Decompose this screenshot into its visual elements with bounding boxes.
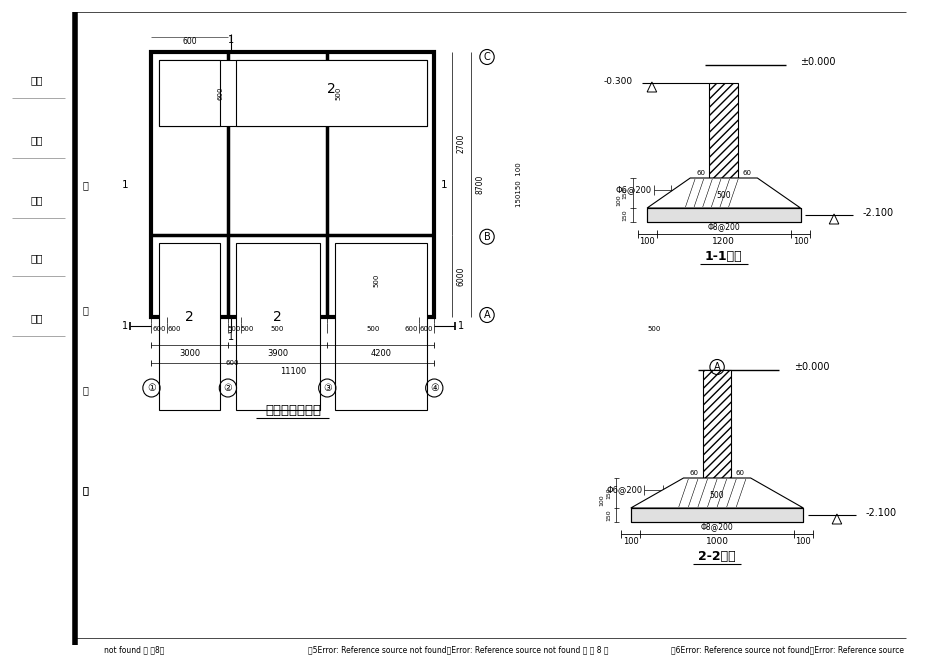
- Text: 1: 1: [458, 321, 465, 331]
- Bar: [631, 508, 804, 522]
- Text: 100: 100: [639, 238, 655, 247]
- Text: 600: 600: [420, 326, 433, 332]
- Polygon shape: [631, 478, 804, 508]
- Text: 6000: 6000: [457, 266, 466, 286]
- Text: 500: 500: [335, 86, 342, 100]
- Text: 第5Error: Reference source not found％Error: Reference source not found 页 共 8 页: 第5Error: Reference source not found％Erro…: [308, 645, 609, 655]
- Bar: [151, 52, 434, 317]
- Text: 学号: 学号: [30, 313, 43, 323]
- Text: 150: 150: [622, 187, 628, 199]
- Text: ±0.000: ±0.000: [801, 57, 836, 67]
- Text: 600: 600: [182, 38, 197, 47]
- Bar: [236, 60, 427, 126]
- Text: A: A: [713, 362, 720, 372]
- Text: 150150  100: 150150 100: [516, 162, 522, 207]
- Bar: [160, 243, 220, 409]
- Text: 1-1剪面: 1-1剪面: [705, 249, 743, 263]
- Text: ④: ④: [430, 383, 439, 393]
- Text: 11100: 11100: [279, 367, 306, 376]
- Text: 第6Error: Reference source not found％Error: Reference source: 第6Error: Reference source not found％Erro…: [671, 645, 904, 655]
- Text: ③: ③: [323, 383, 332, 393]
- Text: 150: 150: [622, 209, 628, 221]
- Text: 1: 1: [228, 332, 234, 342]
- Text: A: A: [484, 310, 490, 320]
- Text: B: B: [484, 232, 490, 241]
- Text: 装: 装: [83, 180, 88, 190]
- Text: 100: 100: [616, 194, 621, 206]
- Text: 500: 500: [648, 326, 661, 332]
- Text: ±0.000: ±0.000: [794, 362, 829, 372]
- Text: C: C: [484, 52, 490, 62]
- Text: 2: 2: [274, 310, 282, 324]
- Text: 500: 500: [373, 274, 379, 287]
- Text: Φ6@200: Φ6@200: [606, 486, 642, 495]
- Bar: [160, 60, 220, 126]
- Bar: [710, 83, 738, 178]
- Text: 以: 以: [83, 385, 88, 395]
- Text: 线: 线: [83, 485, 88, 495]
- Text: 500: 500: [716, 191, 732, 201]
- Text: Φ8@200: Φ8@200: [708, 222, 740, 232]
- Text: 60: 60: [735, 470, 744, 476]
- Text: Φ6@200: Φ6@200: [616, 186, 652, 195]
- Text: 基础平面布置图: 基础平面布置图: [265, 403, 321, 417]
- Text: 600: 600: [152, 326, 166, 332]
- Text: 500: 500: [240, 326, 254, 332]
- Text: 100: 100: [623, 538, 638, 547]
- Text: 2: 2: [327, 82, 335, 96]
- Text: 2: 2: [185, 310, 194, 324]
- Bar: [631, 508, 804, 522]
- Text: 100: 100: [795, 538, 811, 547]
- Text: 订: 订: [83, 305, 88, 315]
- Text: -2.100: -2.100: [865, 508, 897, 518]
- Text: 100: 100: [792, 238, 808, 247]
- Text: 600: 600: [226, 360, 239, 366]
- Text: 1000: 1000: [706, 538, 729, 547]
- Text: -2.100: -2.100: [863, 208, 894, 218]
- Text: 150: 150: [606, 509, 611, 521]
- Bar: [335, 243, 427, 409]
- Text: 500: 500: [710, 492, 725, 501]
- Text: 500: 500: [367, 326, 380, 332]
- Text: 2700: 2700: [457, 134, 466, 153]
- Text: 600: 600: [405, 326, 418, 332]
- Text: 2-2剪面: 2-2剪面: [698, 549, 736, 563]
- Text: 150: 150: [606, 487, 611, 499]
- Text: 3900: 3900: [267, 349, 288, 357]
- Text: ①: ①: [147, 383, 156, 393]
- Text: 系部: 系部: [30, 75, 43, 85]
- Text: 600: 600: [218, 86, 223, 100]
- Bar: [647, 208, 801, 222]
- Text: 100: 100: [599, 494, 604, 506]
- Bar: [236, 243, 319, 409]
- Text: 60: 60: [690, 470, 699, 476]
- Polygon shape: [647, 178, 801, 208]
- Bar: [160, 60, 427, 126]
- Text: 1: 1: [122, 180, 128, 190]
- Text: 1200: 1200: [712, 238, 735, 247]
- Text: 500: 500: [271, 326, 284, 332]
- Text: not found 页 兲8页: not found 页 兲8页: [104, 645, 164, 655]
- Text: 60: 60: [696, 170, 706, 176]
- Text: 60: 60: [742, 170, 751, 176]
- Bar: [647, 208, 801, 222]
- Text: 8700: 8700: [476, 175, 484, 194]
- Text: 班级: 班级: [30, 195, 43, 205]
- Text: 1: 1: [441, 180, 447, 190]
- Text: 500: 500: [228, 326, 241, 332]
- Text: 1: 1: [122, 321, 127, 331]
- Text: 4200: 4200: [370, 349, 391, 357]
- Text: 专业: 专业: [30, 135, 43, 145]
- Text: ②: ②: [223, 383, 233, 393]
- Text: -0.300: -0.300: [603, 76, 633, 86]
- Text: 姓名: 姓名: [30, 253, 43, 263]
- Text: 装: 装: [83, 485, 88, 495]
- Text: 1: 1: [228, 35, 234, 45]
- Text: Φ8@200: Φ8@200: [701, 522, 733, 532]
- Text: 600: 600: [167, 326, 181, 332]
- Bar: [703, 370, 732, 478]
- Text: 3000: 3000: [180, 349, 200, 357]
